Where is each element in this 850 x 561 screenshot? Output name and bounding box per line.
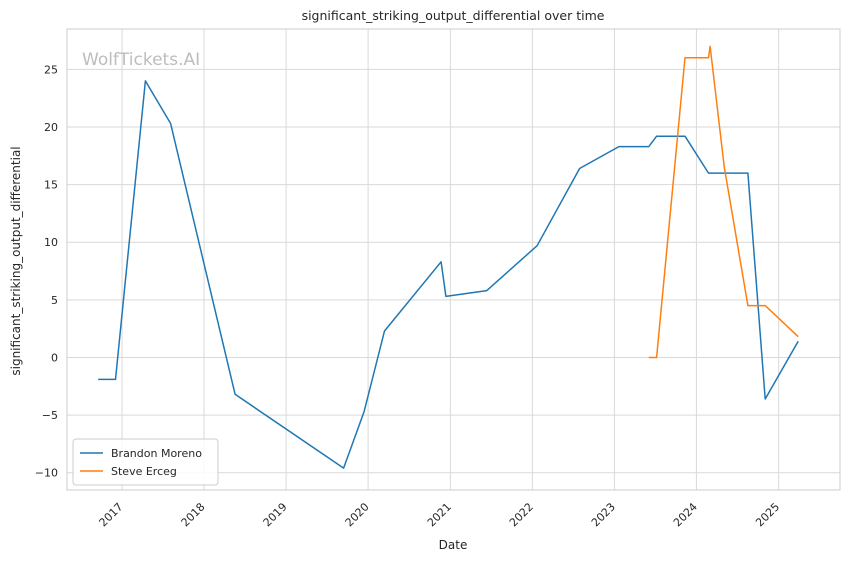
watermark-text: WolfTickets.AI: [82, 50, 200, 70]
y-tick-label: 0: [51, 351, 58, 364]
chart-title: significant_striking_output_differential…: [302, 8, 605, 23]
x-tick-label: 2022: [507, 500, 536, 529]
x-tick-label: 2017: [97, 500, 126, 529]
x-tick-label: 2023: [589, 500, 618, 529]
series-line-0: [98, 80, 799, 469]
y-tick-label: 20: [44, 121, 58, 134]
y-axis-label: significant_striking_output_differential: [9, 146, 23, 375]
series-line-1: [648, 45, 799, 359]
legend-label: Brandon Moreno: [111, 447, 202, 460]
y-tick-label: −10: [35, 467, 58, 480]
y-tick-label: 5: [51, 294, 58, 307]
x-tick-label: 2021: [425, 500, 454, 529]
y-tick-label: 10: [44, 236, 58, 249]
y-tick-label: 25: [44, 63, 58, 76]
x-tick-label: 2025: [753, 500, 782, 529]
x-tick-label: 2018: [179, 500, 208, 529]
plot-frame: [66, 28, 841, 491]
legend-label: Steve Erceg: [111, 465, 177, 478]
y-tick-label: 15: [44, 179, 58, 192]
legend-box: [72, 438, 219, 486]
y-tick-label: −5: [42, 409, 58, 422]
x-axis-label: Date: [439, 538, 468, 552]
x-tick-label: 2020: [343, 500, 372, 529]
x-tick-label: 2024: [671, 500, 700, 529]
x-tick-label: 2019: [261, 500, 290, 529]
